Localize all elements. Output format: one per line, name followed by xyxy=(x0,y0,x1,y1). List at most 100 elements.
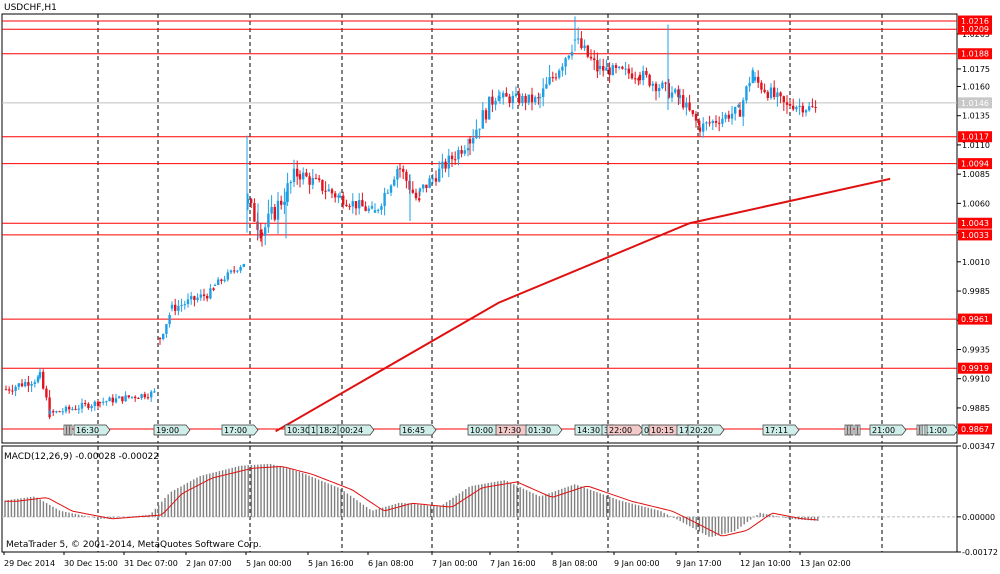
candle xyxy=(450,151,454,167)
candle-body xyxy=(776,92,779,98)
candle-body xyxy=(711,120,714,124)
candle xyxy=(121,396,124,404)
session-marker-label: 18:2 xyxy=(319,426,337,435)
candle-body xyxy=(124,395,127,402)
candle-body xyxy=(220,279,223,281)
candle xyxy=(518,88,521,106)
candle xyxy=(302,167,305,185)
candle xyxy=(330,187,334,199)
level-label-bg xyxy=(958,23,992,35)
candle xyxy=(698,124,702,137)
candle-body xyxy=(527,94,530,103)
candle-body xyxy=(280,200,283,205)
price-tick-label: 1.0110 xyxy=(962,141,990,150)
candle xyxy=(670,86,674,102)
candle xyxy=(24,378,27,388)
candle-body xyxy=(667,83,670,98)
candle-body xyxy=(488,96,491,120)
candle-body xyxy=(292,168,296,183)
time-axis-label: 7 Jan 16:00 xyxy=(490,559,536,568)
candle xyxy=(260,229,264,247)
candle xyxy=(140,393,143,401)
candle-body xyxy=(698,120,701,126)
candle xyxy=(71,406,74,411)
candle-body xyxy=(318,178,321,180)
candle-body xyxy=(48,397,51,418)
candle-body xyxy=(638,74,642,81)
horizontal-levels xyxy=(2,20,957,430)
candle-body xyxy=(298,174,302,180)
candle xyxy=(567,54,570,61)
candle-body xyxy=(276,200,280,220)
price-tick-label: 1.0160 xyxy=(962,82,990,91)
candle xyxy=(651,81,654,92)
candle-body xyxy=(342,195,345,205)
candle xyxy=(441,153,444,178)
candle-body xyxy=(358,200,361,209)
candle xyxy=(345,199,348,207)
candle xyxy=(538,93,542,109)
candle-body xyxy=(239,266,242,271)
current-price-text: 1.0146 xyxy=(961,99,989,108)
candle-body xyxy=(370,206,374,209)
candle xyxy=(608,62,611,84)
candle-body xyxy=(396,168,399,180)
candle-body xyxy=(618,66,621,68)
candle xyxy=(642,65,645,86)
macd-signal-line xyxy=(5,465,818,537)
level-label-text: 0.9919 xyxy=(961,364,989,373)
level-label-text: 1.0188 xyxy=(961,50,989,59)
candle xyxy=(270,195,273,220)
candle-body xyxy=(621,66,624,69)
candle xyxy=(505,87,508,97)
candle-body xyxy=(577,38,580,40)
candle xyxy=(748,76,751,92)
candle xyxy=(714,115,718,128)
candle xyxy=(90,404,93,412)
candle-body xyxy=(250,199,253,204)
candle-body xyxy=(602,65,605,71)
level-label-bg xyxy=(958,362,992,374)
time-axis-label: 13 Jan 02:00 xyxy=(800,559,851,568)
candle xyxy=(213,283,217,286)
session-marker-label: 14:30 xyxy=(577,426,600,435)
candle-body xyxy=(634,78,637,80)
price-tick-label: 0.9885 xyxy=(962,404,990,413)
candle xyxy=(737,103,740,108)
candle-body xyxy=(118,396,121,399)
candle xyxy=(361,192,364,207)
session-marker-stub xyxy=(850,424,854,436)
candle-body xyxy=(753,76,757,81)
indicator-title: MACD(12,26,9) -0.00028 -0.00022 xyxy=(4,452,160,462)
candle-body xyxy=(498,97,502,99)
candle xyxy=(170,301,174,312)
candle xyxy=(602,58,605,77)
candle xyxy=(253,198,256,222)
candle xyxy=(298,170,302,188)
candle xyxy=(685,97,688,116)
candle-body xyxy=(38,371,42,378)
candle-body xyxy=(180,305,183,307)
candle xyxy=(105,400,108,406)
candle xyxy=(334,190,337,203)
candle-body xyxy=(20,383,24,387)
candle xyxy=(327,184,330,192)
candle-body xyxy=(324,190,327,192)
session-marker: 21:00 xyxy=(869,424,907,436)
candle-body xyxy=(74,408,77,410)
candle-body xyxy=(199,294,202,298)
candle xyxy=(250,197,253,208)
candle xyxy=(742,97,745,126)
session-markers: 16:30 19:00 17:00 10:30 1 18:2 00:24 16:45 10:00… xyxy=(63,424,959,436)
candle-body xyxy=(727,114,730,119)
candle xyxy=(708,115,711,127)
candle xyxy=(321,179,324,195)
candle xyxy=(226,269,229,282)
candle-body xyxy=(52,411,55,413)
candle-body xyxy=(751,70,754,83)
level-label-bg xyxy=(958,423,992,435)
level-price-label: 1.0094 xyxy=(958,158,992,170)
candle xyxy=(84,399,87,407)
